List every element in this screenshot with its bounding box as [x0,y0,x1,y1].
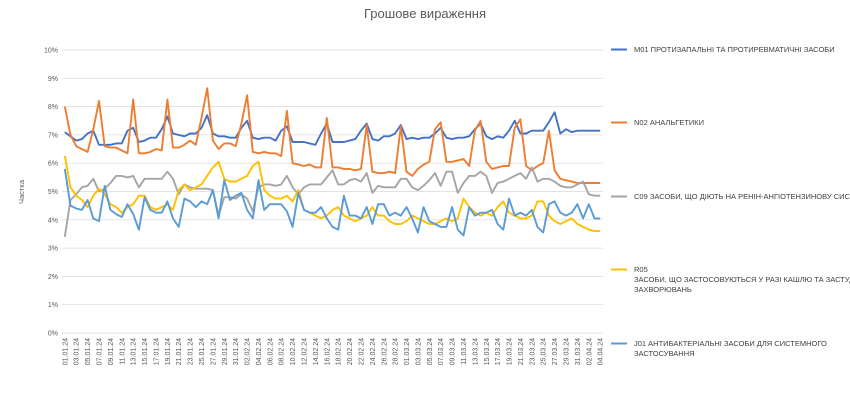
x-tick-label: 23.01.24 [188,338,195,365]
legend-item-1: N02 АНАЛЬГЕТИКИ [611,118,704,127]
x-tick-label: 02.02.24 [245,338,252,365]
legend-item-4: J01 АНТИБАКТЕРІАЛЬНІ ЗАСОБИ ДЛЯ СИСТЕМНО… [611,339,827,358]
x-tick-label: 10.02.24 [290,338,297,365]
legend: M01 ПРОТИЗАПАЛЬНІ ТА ПРОТИРЕВМАТИЧНІ ЗАС… [611,45,850,358]
x-tick-label: 07.03.24 [438,338,445,365]
series-line-4 [63,168,601,237]
y-tick-label: 0% [48,331,58,338]
series-lines [63,87,601,237]
y-tick-label: 1% [48,302,58,309]
x-tick-label: 01.01.24 [62,338,69,365]
series-line-0 [64,111,601,146]
y-tick-label: 2% [48,274,58,281]
x-tick-label: 11.01.24 [119,338,126,365]
x-tick-label: 16.02.24 [324,338,331,365]
x-tick-label: 07.01.24 [97,338,104,365]
legend-item-2: C09 ЗАСОБИ, ЩО ДІЮТЬ НА РЕНІН-АНГІОТЕНЗИ… [611,192,850,201]
x-tick-label: 03.03.24 [415,338,422,365]
x-tick-label: 13.03.24 [472,338,479,365]
x-tick-label: 19.01.24 [165,338,172,365]
legend-label: J01 АНТИБАКТЕРІАЛЬНІ ЗАСОБИ ДЛЯ СИСТЕМНО… [634,339,827,348]
y-tick-label: 7% [48,132,58,139]
y-tick-label: 3% [48,246,58,253]
x-tick-label: 05.01.24 [85,338,92,365]
y-axis-ticks: 0% 1% 2% 3% 4% 5% 6% 7% 8% 9% 10% [44,48,58,338]
y-tick-label: 5% [48,189,58,196]
x-tick-label: 01.03.24 [404,338,411,365]
x-tick-label: 20.02.24 [347,338,354,365]
x-tick-label: 12.02.24 [302,338,309,365]
series-line-1 [63,87,601,184]
legend-label: ЗАХВОРЮВАНЬ [634,285,692,294]
x-tick-label: 27.01.24 [210,338,217,365]
x-tick-label: 13.01.24 [131,338,138,365]
legend-label: C09 ЗАСОБИ, ЩО ДІЮТЬ НА РЕНІН-АНГІОТЕНЗИ… [634,192,850,201]
x-tick-label: 24.02.24 [370,338,377,365]
x-tick-label: 28.02.24 [393,338,400,365]
x-tick-label: 29.01.24 [222,338,229,365]
gridlines [62,49,603,334]
x-tick-label: 04.04.24 [598,338,605,365]
x-tick-label: 17.03.24 [495,338,502,365]
x-tick-label: 27.03.24 [552,338,559,365]
y-axis-label: Частка [17,179,26,204]
series-line-2 [63,166,601,237]
legend-label: N02 АНАЛЬГЕТИКИ [634,118,704,127]
y-tick-label: 6% [48,161,58,168]
x-tick-label: 14.02.24 [313,338,320,365]
x-tick-label: 02.04.24 [586,338,593,365]
y-tick-label: 10% [44,48,58,55]
x-tick-label: 09.01.24 [108,338,115,365]
x-tick-label: 15.01.24 [142,338,149,365]
x-tick-label: 03.01.24 [74,338,81,365]
x-tick-label: 06.02.24 [267,338,274,365]
legend-label: ЗАСОБИ, ЩО ЗАСТОСОВУЮТЬСЯ У РАЗІ КАШЛЮ Т… [634,275,850,284]
x-tick-label: 17.01.24 [153,338,160,365]
x-tick-label: 25.03.24 [541,338,548,365]
series-line-3 [63,155,601,233]
chart-title: Грошове вираження [364,6,486,21]
x-axis-ticks: 01.01.24 03.01.24 05.01.24 07.01.24 09.01.24… [62,338,604,365]
x-tick-label: 04.02.24 [256,338,263,365]
x-tick-label: 18.02.24 [336,338,343,365]
x-tick-label: 26.02.24 [381,338,388,365]
x-tick-label: 08.02.24 [279,338,286,365]
x-tick-label: 11.03.24 [461,338,468,365]
x-tick-label: 25.01.24 [199,338,206,365]
x-tick-label: 21.01.24 [176,338,183,365]
x-tick-label: 23.03.24 [529,338,536,365]
x-tick-label: 31.01.24 [233,338,240,365]
x-tick-label: 05.03.24 [427,338,434,365]
x-tick-label: 31.03.24 [575,338,582,365]
x-tick-label: 22.02.24 [358,338,365,365]
legend-label: M01 ПРОТИЗАПАЛЬНІ ТА ПРОТИРЕВМАТИЧНІ ЗАС… [634,45,835,54]
legend-label: ЗАСТОСУВАННЯ [634,349,695,358]
x-tick-label: 15.03.24 [484,338,491,365]
y-tick-label: 9% [48,76,58,83]
y-tick-label: 4% [48,217,58,224]
y-tick-label: 8% [48,104,58,111]
legend-label: R05 [634,265,648,274]
x-tick-label: 09.03.24 [450,338,457,365]
x-tick-label: 21.03.24 [518,338,525,365]
x-tick-label: 29.03.24 [563,338,570,365]
legend-item-0: M01 ПРОТИЗАПАЛЬНІ ТА ПРОТИРЕВМАТИЧНІ ЗАС… [611,45,835,54]
x-tick-label: 19.03.24 [507,338,514,365]
